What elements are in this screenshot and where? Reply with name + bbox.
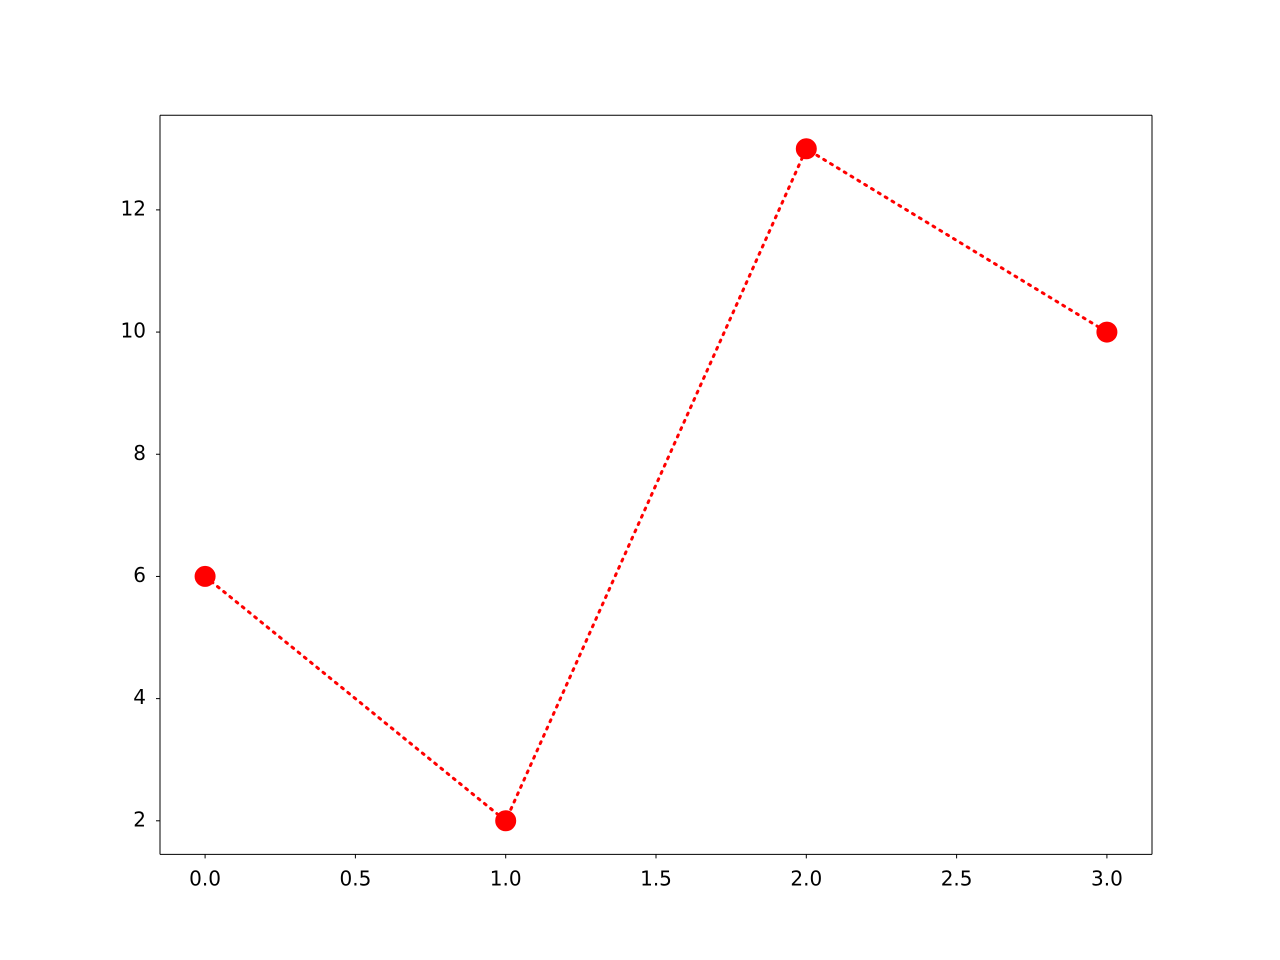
y-tick-label: 6	[133, 563, 146, 587]
series-marker	[1097, 322, 1117, 342]
series-marker	[195, 566, 215, 586]
line-chart: 0.0 0.5 1.0 1.5 2.0 2.5 3.0 2 4 6 8 10 12	[0, 0, 1280, 960]
x-tick-label: 0.0	[189, 867, 221, 891]
chart-container: 0.0 0.5 1.0 1.5 2.0 2.5 3.0 2 4 6 8 10 12	[0, 0, 1280, 960]
y-tick-label: 4	[133, 685, 146, 709]
series-marker	[796, 139, 816, 159]
x-tick-label: 1.5	[640, 867, 672, 891]
x-tick-label: 0.5	[339, 867, 371, 891]
y-tick-label: 2	[133, 807, 146, 831]
y-tick-label: 12	[121, 196, 146, 220]
x-tick-label: 2.5	[941, 867, 973, 891]
series-marker	[496, 811, 516, 831]
y-tick-label: 10	[121, 319, 146, 343]
x-tick-label: 2.0	[790, 867, 822, 891]
y-tick-label: 8	[133, 441, 146, 465]
x-tick-label: 1.0	[490, 867, 522, 891]
x-tick-label: 3.0	[1091, 867, 1123, 891]
